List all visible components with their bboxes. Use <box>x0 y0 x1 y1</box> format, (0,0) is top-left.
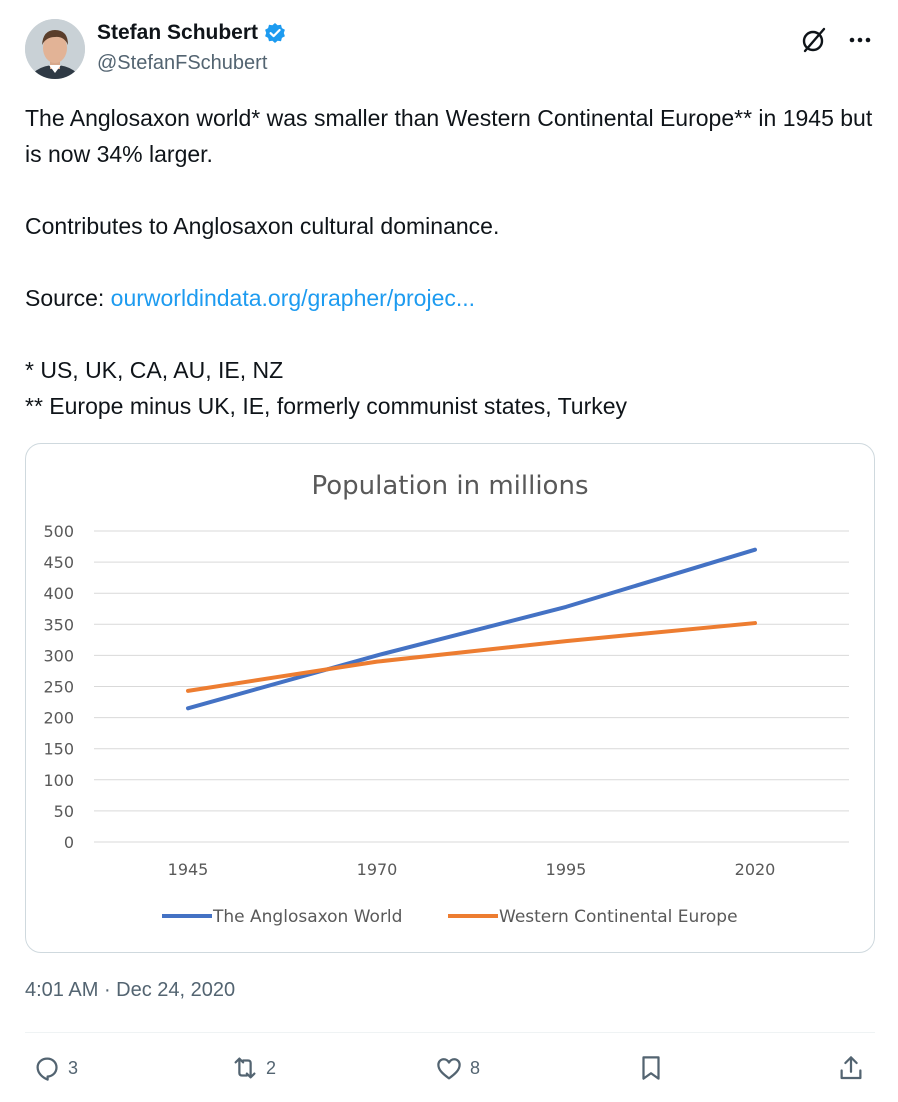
divider <box>25 1032 875 1033</box>
x-tick-label: 2020 <box>735 860 776 879</box>
y-tick-label: 100 <box>43 771 74 790</box>
series-line-1 <box>186 547 757 711</box>
like-button[interactable]: 8 <box>434 1052 480 1084</box>
like-count: 8 <box>470 1057 481 1078</box>
timestamp-time[interactable]: 4:01 AM <box>25 979 99 1001</box>
author-name[interactable]: Stefan Schubert <box>97 21 259 44</box>
heart-icon <box>437 1058 461 1080</box>
bookmark-button[interactable] <box>636 1052 666 1084</box>
tweet-text: The Anglosaxon world* was smaller than W… <box>25 100 875 424</box>
reply-count: 3 <box>68 1057 79 1078</box>
y-tick-label: 0 <box>64 833 74 852</box>
source-label: Source: <box>25 285 111 311</box>
series-line-2 <box>186 621 757 693</box>
y-tick-label: 500 <box>43 522 74 541</box>
tweet-source: Source: ourworldindata.org/grapher/proje… <box>25 280 875 316</box>
legend-label-1: The Anglosaxon World <box>212 907 402 927</box>
tweet-note-2: ** Europe minus UK, IE, formerly communi… <box>25 393 628 419</box>
y-tick-label: 300 <box>43 646 74 665</box>
chart-title: Population in millions <box>312 471 589 501</box>
verified-badge-icon <box>265 23 285 43</box>
avatar[interactable] <box>25 19 85 79</box>
tweet-line-2: Contributes to Anglosaxon cultural domin… <box>25 213 500 239</box>
timestamp-separator: · <box>98 979 117 1001</box>
y-tick-label: 250 <box>43 678 74 697</box>
tweet-note-1: * US, UK, CA, AU, IE, NZ <box>25 357 284 383</box>
line-chart: Population in millions 0 50 100 150 200 250 30… <box>43 471 849 927</box>
y-tick-label: 150 <box>43 740 74 759</box>
author-row: Stefan Schubert <box>97 21 286 45</box>
author-handle[interactable]: @StefanFSchubert <box>97 52 268 74</box>
chart-image[interactable]: Population in millions 0 50 100 150 200 250 30… <box>25 443 875 953</box>
share-button[interactable] <box>836 1052 866 1084</box>
y-tick-label: 450 <box>43 553 74 572</box>
y-tick-label: 50 <box>54 802 74 821</box>
timestamp-date[interactable]: Dec 24, 2020 <box>116 979 236 1001</box>
y-tick-label: 400 <box>43 584 74 603</box>
y-tick-label: 200 <box>43 709 74 728</box>
y-tick-label: 350 <box>43 615 74 634</box>
timestamp: 4:01 AM · Dec 24, 2020 <box>25 979 235 1002</box>
repost-icon <box>234 1057 256 1079</box>
x-tick-label: 1995 <box>546 860 587 879</box>
reply-icon <box>36 1057 58 1081</box>
x-tick-label: 1970 <box>357 860 398 879</box>
more-icon[interactable] <box>846 28 874 52</box>
legend-label-2: Western Continental Europe <box>499 907 738 927</box>
tweet-line-1: The Anglosaxon world* was smaller than W… <box>25 105 873 167</box>
share-icon <box>840 1056 862 1080</box>
grok-icon[interactable] <box>800 26 828 54</box>
source-link[interactable]: ourworldindata.org/grapher/projec... <box>110 285 476 311</box>
repost-count: 2 <box>266 1057 277 1078</box>
x-tick-label: 1945 <box>168 860 209 879</box>
repost-button[interactable]: 2 <box>230 1052 276 1084</box>
bookmark-icon <box>642 1056 660 1080</box>
reply-button[interactable]: 3 <box>32 1052 78 1084</box>
